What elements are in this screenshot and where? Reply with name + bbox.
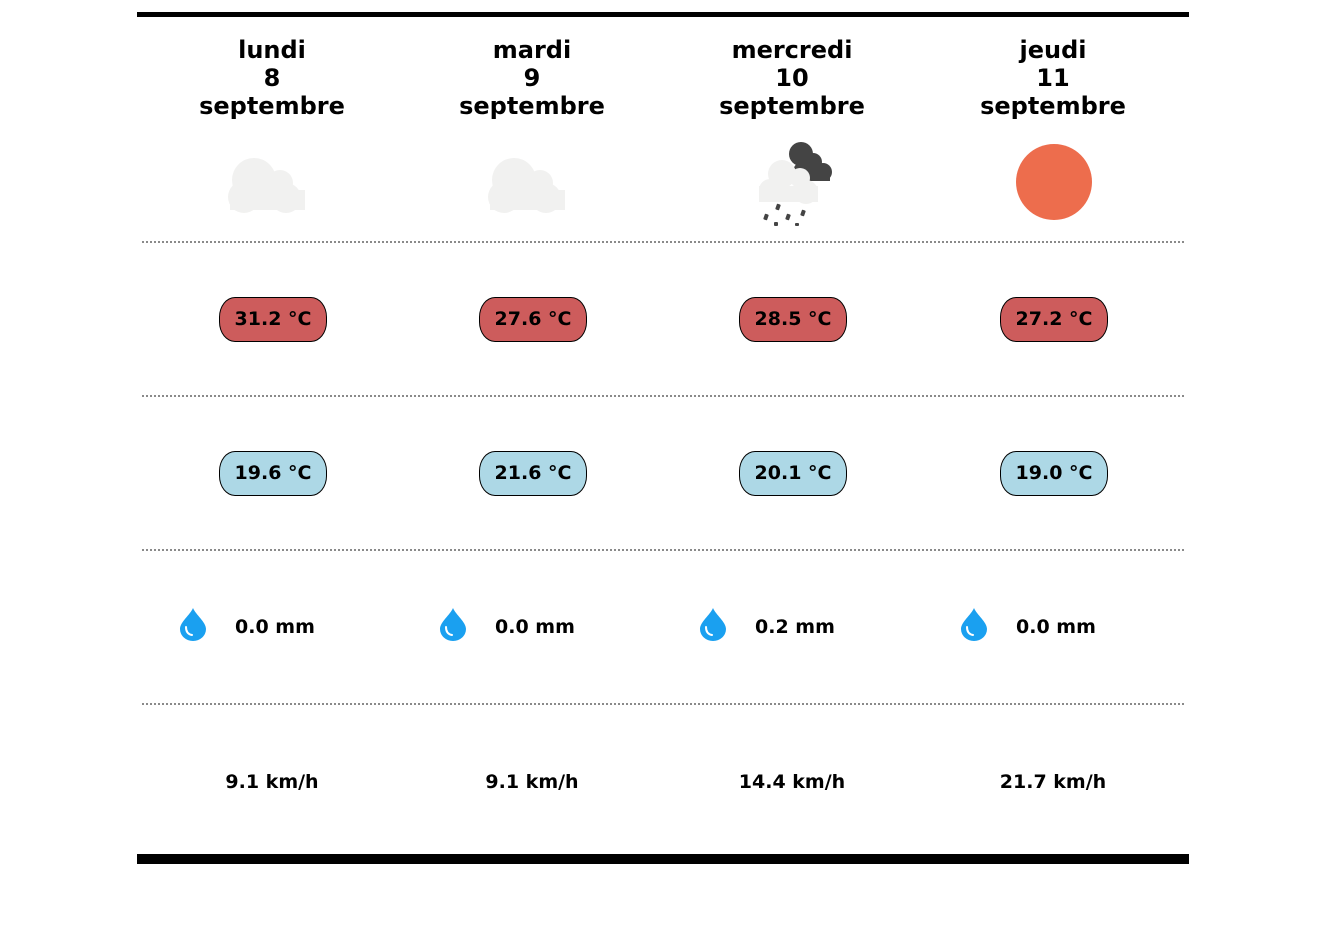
month-label: septembre (199, 92, 345, 120)
wind-speed: 21.7 km/h (999, 771, 1107, 793)
day-column-2: mardi 9 septembre 27.6 °C 21.6 °C 0 (402, 12, 662, 864)
min-temp-badge: 19.6 °C (219, 451, 327, 496)
rain-cell: 0.0 mm (923, 607, 1183, 647)
weekday-label: mardi (492, 36, 572, 64)
month-label: septembre (980, 92, 1126, 120)
day-header: mercredi 10 septembre (662, 36, 922, 120)
wind-speed: 9.1 km/h (225, 771, 319, 793)
day-number: 8 (263, 64, 281, 92)
max-temp-badge: 31.2 °C (219, 297, 327, 342)
weekday-label: mercredi (731, 36, 853, 64)
rain-cloud-icon (740, 138, 836, 226)
rain-cell: 0.0 mm (402, 607, 662, 647)
separator-after-max-temp (142, 395, 1184, 397)
min-temp-badge: 21.6 °C (479, 451, 587, 496)
max-temp-badge: 27.6 °C (479, 297, 587, 342)
day-column-3: mercredi 10 septembre (662, 12, 922, 864)
min-temp-badge: 20.1 °C (739, 451, 847, 496)
weekday-label: lundi (238, 36, 306, 64)
separator-after-rain (142, 703, 1184, 705)
day-header: mardi 9 septembre (402, 36, 662, 120)
day-number: 11 (1036, 64, 1070, 92)
water-drop-icon (440, 608, 466, 641)
wind-speed: 14.4 km/h (738, 771, 846, 793)
rain-cell: 0.2 mm (662, 607, 922, 647)
weekday-label: jeudi (1019, 36, 1087, 64)
water-drop-icon (180, 608, 206, 641)
separator-after-min-temp (142, 549, 1184, 551)
forecast-table: lundi 8 septembre 31.2 °C 19.6 °C 0 (137, 12, 1189, 864)
rain-cell: 0.0 mm (142, 607, 402, 647)
day-column-4: jeudi 11 septembre 27.2 °C 19.0 °C 0.0 m… (923, 12, 1183, 864)
max-temp-badge: 28.5 °C (739, 297, 847, 342)
top-rule (137, 12, 1189, 17)
month-label: septembre (719, 92, 865, 120)
separator-after-icons (142, 241, 1184, 243)
rain-amount: 0.0 mm (495, 616, 575, 638)
day-column-1: lundi 8 septembre 31.2 °C 19.6 °C 0 (142, 12, 402, 864)
rain-amount: 0.0 mm (1016, 616, 1096, 638)
day-number: 9 (523, 64, 541, 92)
water-drop-icon (961, 608, 987, 641)
rain-amount: 0.0 mm (235, 616, 315, 638)
day-number: 10 (775, 64, 809, 92)
cloud-icon (220, 138, 316, 226)
day-header: lundi 8 septembre (142, 36, 402, 120)
min-temp-badge: 19.0 °C (1000, 451, 1108, 496)
wind-speed: 9.1 km/h (485, 771, 579, 793)
max-temp-badge: 27.2 °C (1000, 297, 1108, 342)
water-drop-icon (700, 608, 726, 641)
bottom-rule (137, 854, 1189, 864)
sun-icon (1001, 138, 1097, 226)
cloud-icon (480, 138, 576, 226)
rain-amount: 0.2 mm (755, 616, 835, 638)
month-label: septembre (459, 92, 605, 120)
day-header: jeudi 11 septembre (923, 36, 1183, 120)
